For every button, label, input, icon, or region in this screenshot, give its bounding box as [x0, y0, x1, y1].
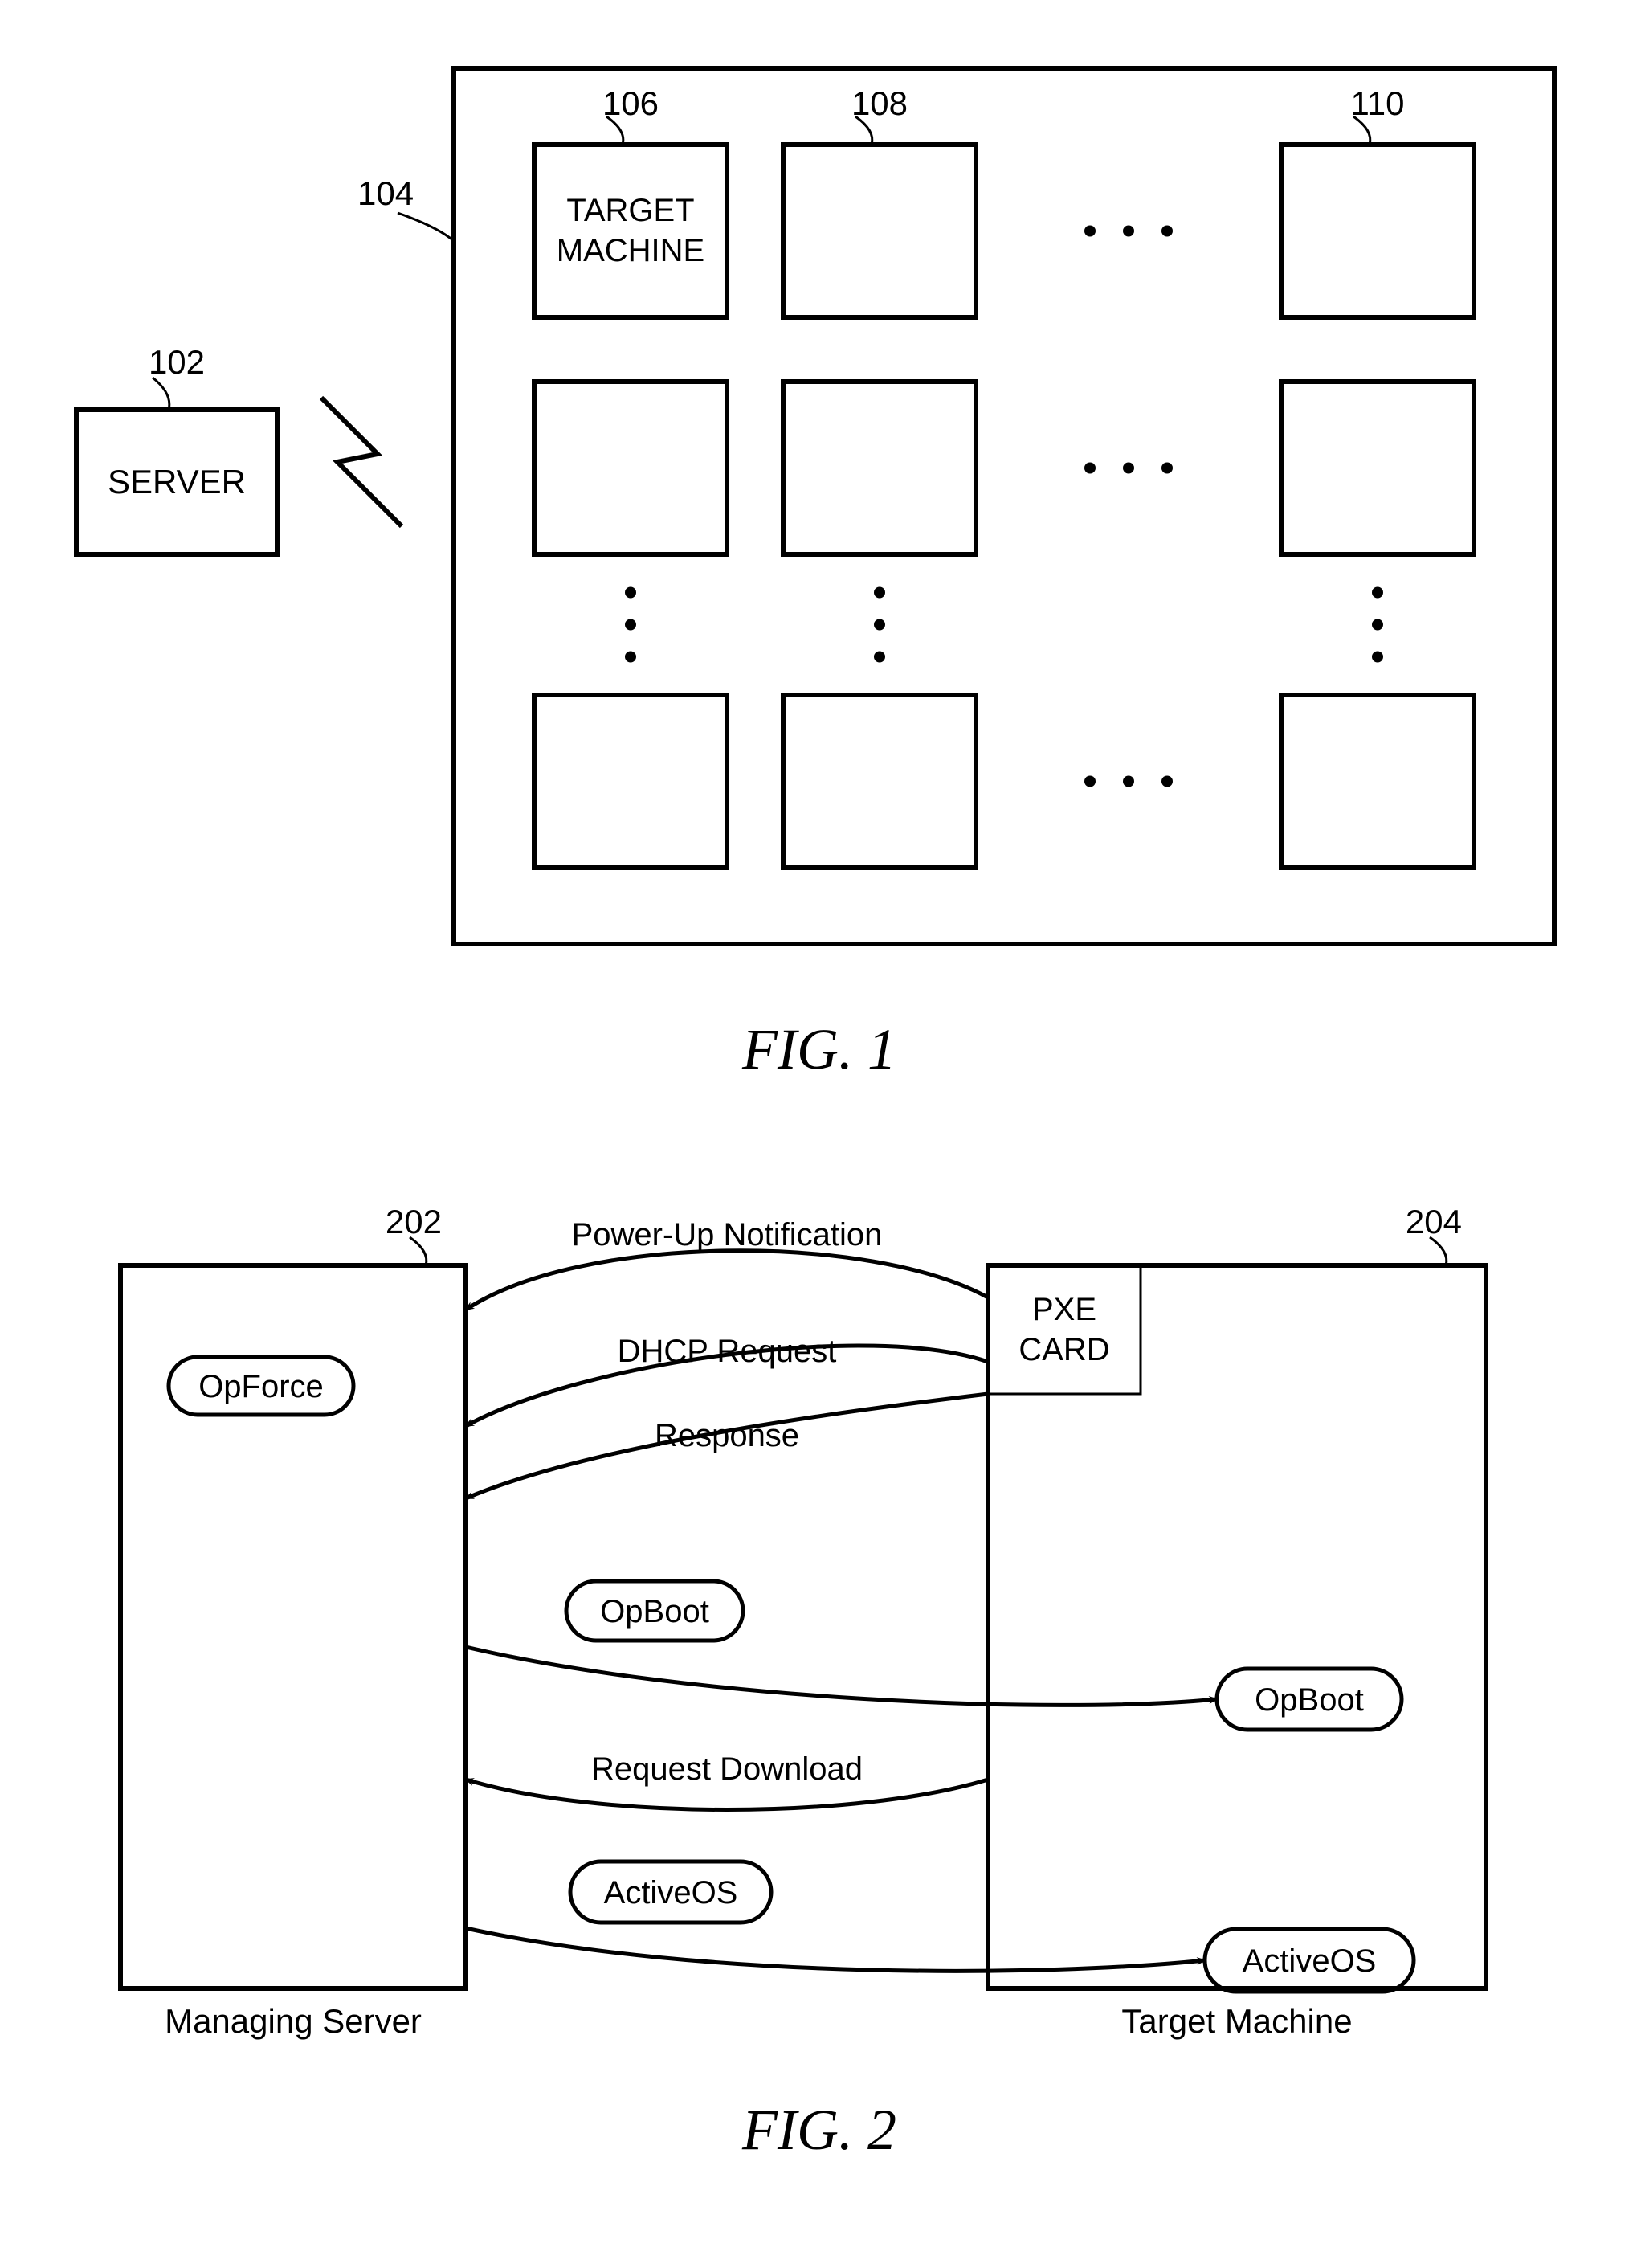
arrow-powerup [466, 1251, 988, 1310]
grid-box [534, 695, 727, 868]
server-label: SERVER [108, 463, 246, 501]
target-machine-box [534, 145, 727, 317]
opforce-label: OpForce [198, 1369, 324, 1404]
target-label-1: TARGET [566, 193, 694, 228]
leader-102 [153, 378, 169, 410]
pxe-2: CARD [1018, 1332, 1109, 1367]
ellipsis-dots [1084, 463, 1173, 474]
ref-204: 204 [1406, 1203, 1462, 1240]
managing-server-caption: Managing Server [165, 2002, 422, 2040]
ref-104: 104 [357, 174, 414, 212]
target-label-2: MACHINE [557, 233, 704, 268]
pxe-card-box [988, 1265, 1141, 1394]
ellipsis-dots [1084, 776, 1173, 787]
leader-104 [398, 213, 454, 241]
grid-box [1281, 145, 1474, 317]
msg-reqdl: Request Download [591, 1751, 863, 1787]
grid-box [1281, 382, 1474, 554]
activeos-right-label: ActiveOS [1243, 1943, 1377, 1979]
figure-1: TARGET MACHINE 106 108 110 104 SERVER 102 FIG. 1 [76, 68, 1554, 1081]
pxe-1: PXE [1032, 1292, 1096, 1327]
grid-box [1281, 695, 1474, 868]
opboot-mid-label: OpBoot [600, 1594, 709, 1629]
ref-110: 110 [1351, 84, 1405, 122]
ref-102: 102 [149, 343, 205, 381]
lightning-icon [321, 398, 402, 526]
arrow-activeos [466, 1928, 1205, 1971]
msg-powerup: Power-Up Notification [572, 1217, 883, 1253]
leader-202 [410, 1237, 427, 1265]
ellipsis-dots [1372, 587, 1383, 663]
target-machine-caption: Target Machine [1121, 2002, 1352, 2040]
arrow-opboot [466, 1647, 1217, 1705]
fig1-caption: FIG. 1 [741, 1017, 896, 1081]
leader-204 [1430, 1237, 1447, 1265]
ellipsis-dots [1084, 226, 1173, 237]
grid-box [783, 382, 976, 554]
grid-box [534, 382, 727, 554]
ellipsis-dots [625, 587, 636, 663]
msg-dhcp: DHCP Request [618, 1334, 837, 1369]
target-machine-box-2 [988, 1265, 1486, 1988]
opboot-right-label: OpBoot [1255, 1682, 1364, 1718]
activeos-mid-label: ActiveOS [604, 1875, 738, 1910]
grid-box [783, 695, 976, 868]
figure-2: Managing Server 202 Target Machine 204 PXE CA… [120, 1203, 1486, 2162]
grid-box [783, 145, 976, 317]
msg-response: Response [655, 1418, 799, 1453]
ref-106: 106 [602, 84, 659, 122]
ref-202: 202 [386, 1203, 442, 1240]
ellipsis-dots [874, 587, 885, 663]
ref-108: 108 [851, 84, 908, 122]
fig2-caption: FIG. 2 [741, 2098, 896, 2162]
